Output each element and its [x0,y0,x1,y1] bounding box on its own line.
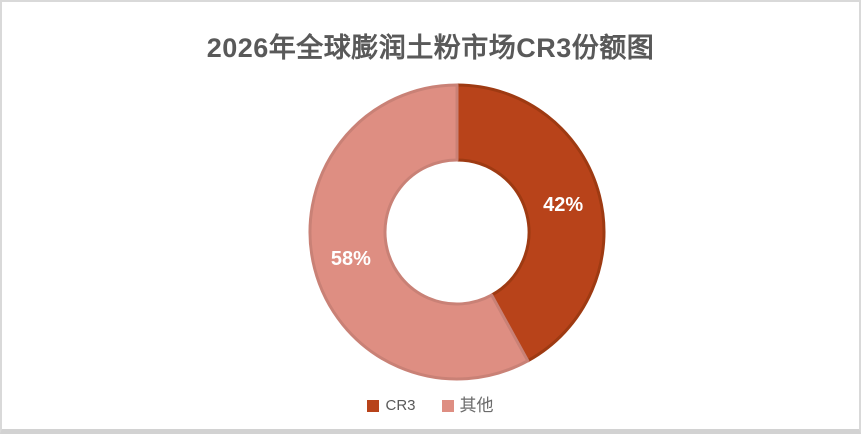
legend-item-其他: 其他 [441,396,494,415]
slice-label-其他: 58% [331,248,371,270]
chart-legend: CR3 其他 [2,397,859,414]
legend-swatch-icon-其他 [441,399,454,412]
legend-swatch-icon-CR3 [367,399,380,412]
pie-slice-其他 [308,83,530,381]
chart-title: 2026年全球膨润土粉市场CR3份额图 [206,33,655,63]
legend-label-其他: 其他 [459,396,494,415]
legend-item-CR3: CR3 [367,397,416,414]
legend-label-CR3: CR3 [385,397,416,414]
slice-label-CR3: 42% [543,194,583,216]
pie-slice-CR3 [455,83,606,363]
